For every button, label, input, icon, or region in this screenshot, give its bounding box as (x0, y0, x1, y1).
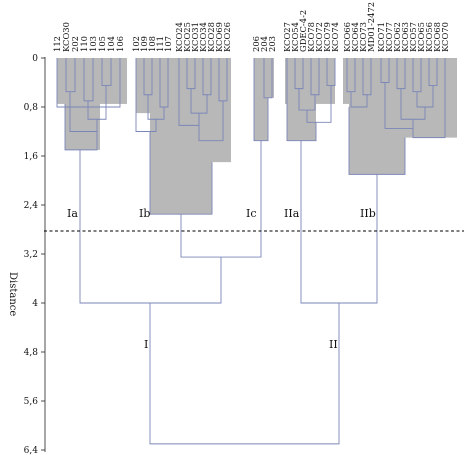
y-tick-label: 2,4 (24, 201, 39, 211)
y-tick-label: 0 (32, 54, 38, 64)
cluster-shade (254, 58, 268, 141)
leaf-label: 102 (131, 36, 141, 52)
leaf-label: KCO66 (342, 22, 352, 52)
leaf-label: KCO69 (214, 22, 224, 52)
leaf-label: 104 (106, 36, 116, 52)
leaf-label: KCO72 (314, 22, 324, 52)
leaf-label: 204 (259, 36, 269, 52)
leaf-labels: 112 KCO30 202 110 103 105 104 106 10210910811110… (52, 2, 450, 52)
leaf-label: KCO73 (358, 22, 368, 52)
cluster-label-II: II (329, 338, 338, 351)
leaf-label: KCO71 (376, 22, 386, 52)
cluster-label-Ib: Ib (139, 207, 150, 220)
leaf-label: KCO30 (61, 22, 71, 52)
dendrogram-link (306, 85, 332, 123)
leaf-label: 110 (79, 36, 89, 52)
leaf-label: KCO25 (182, 22, 192, 52)
y-tick-label: 1,6 (24, 152, 39, 162)
cluster-shading (57, 58, 457, 215)
leaf-label: KCO26 (222, 22, 232, 52)
leaf-label: 206 (251, 36, 261, 52)
dendrogram-link (56, 58, 121, 108)
dendrogram-link (83, 58, 94, 102)
cluster-label-Ia: Ia (67, 207, 78, 220)
dendrogram-link (64, 103, 98, 151)
dendrogram-link (412, 58, 446, 139)
dendrogram-link (69, 91, 98, 132)
leaf-label: KCO78 (306, 22, 316, 52)
leaf-label: KCO34 (198, 22, 208, 52)
leaf-label: KCO24 (174, 22, 184, 52)
leaf-label: 109 (139, 36, 149, 52)
leaf-label: KCO62 (392, 22, 402, 52)
leaf-label: KCO27 (282, 22, 292, 52)
leaf-label: KCO28 (206, 22, 216, 52)
cluster-label-IIa: IIa (284, 207, 300, 220)
y-tick-label: 6,4 (24, 446, 39, 456)
leaf-label: KCO63 (400, 22, 410, 52)
leaf-label: KCO68 (432, 22, 442, 52)
leaf-label: KCO56 (424, 22, 434, 52)
y-tick-label: 5,6 (24, 397, 39, 407)
leaf-label: 108 (147, 36, 157, 52)
cluster-shade (395, 58, 457, 138)
leaf-label: KCO65 (416, 22, 426, 52)
dendrogram-link (178, 58, 200, 126)
dendrogram-link (135, 58, 157, 132)
dendrogram-link (79, 149, 222, 304)
dendrogram-links (56, 58, 446, 445)
dendrogram-link (101, 58, 112, 87)
leaf-label: 111 (155, 36, 165, 52)
leaf-label: KCO70 (440, 22, 450, 52)
y-axis: 0 0,8 1,6 2,4 3,2 4 4,8 5,6 6,4 (24, 54, 46, 456)
leaf-label: 105 (97, 36, 107, 52)
leaf-label: KCO31 (190, 22, 200, 52)
leaf-label: KCO64 (350, 22, 360, 52)
leaf-label: KCO79 (322, 22, 332, 52)
y-axis-title: Distance (7, 272, 18, 316)
leaf-label: KCO77 (384, 22, 394, 52)
y-tick-label: 4 (32, 299, 38, 309)
dendrogram-link (286, 58, 317, 142)
leaf-label: 106 (115, 36, 125, 52)
cluster-label-Ic: Ic (246, 207, 257, 220)
cluster-shade (65, 58, 100, 150)
leaf-label: MD01-2472 (366, 2, 376, 52)
cluster-label-IIb: IIb (360, 207, 376, 220)
dendrogram-link (384, 82, 414, 129)
cluster-shade (195, 58, 231, 163)
dendrogram-link (198, 100, 224, 142)
leaf-label: 112 (52, 36, 62, 52)
y-tick-label: 4,8 (24, 348, 39, 358)
leaf-label: KCO54 (290, 22, 300, 52)
leaf-label: 103 (88, 36, 98, 52)
leaf-label: 107 (163, 36, 173, 52)
leaf-label: 202 (70, 36, 80, 52)
y-tick-label: 3,2 (24, 250, 38, 260)
dendrogram-link (350, 91, 368, 108)
dendrogram-link (65, 58, 76, 93)
y-tick-label: 0,8 (24, 103, 39, 113)
leaf-label: GDEC-4-2 (298, 10, 308, 52)
leaf-label: KCO74 (330, 22, 340, 52)
leaf-label: KCO57 (408, 22, 418, 52)
dendrogram-link (149, 303, 340, 445)
cluster-label-I: I (144, 338, 148, 351)
cluster-shade (287, 58, 316, 141)
leaf-label: 203 (267, 36, 277, 52)
